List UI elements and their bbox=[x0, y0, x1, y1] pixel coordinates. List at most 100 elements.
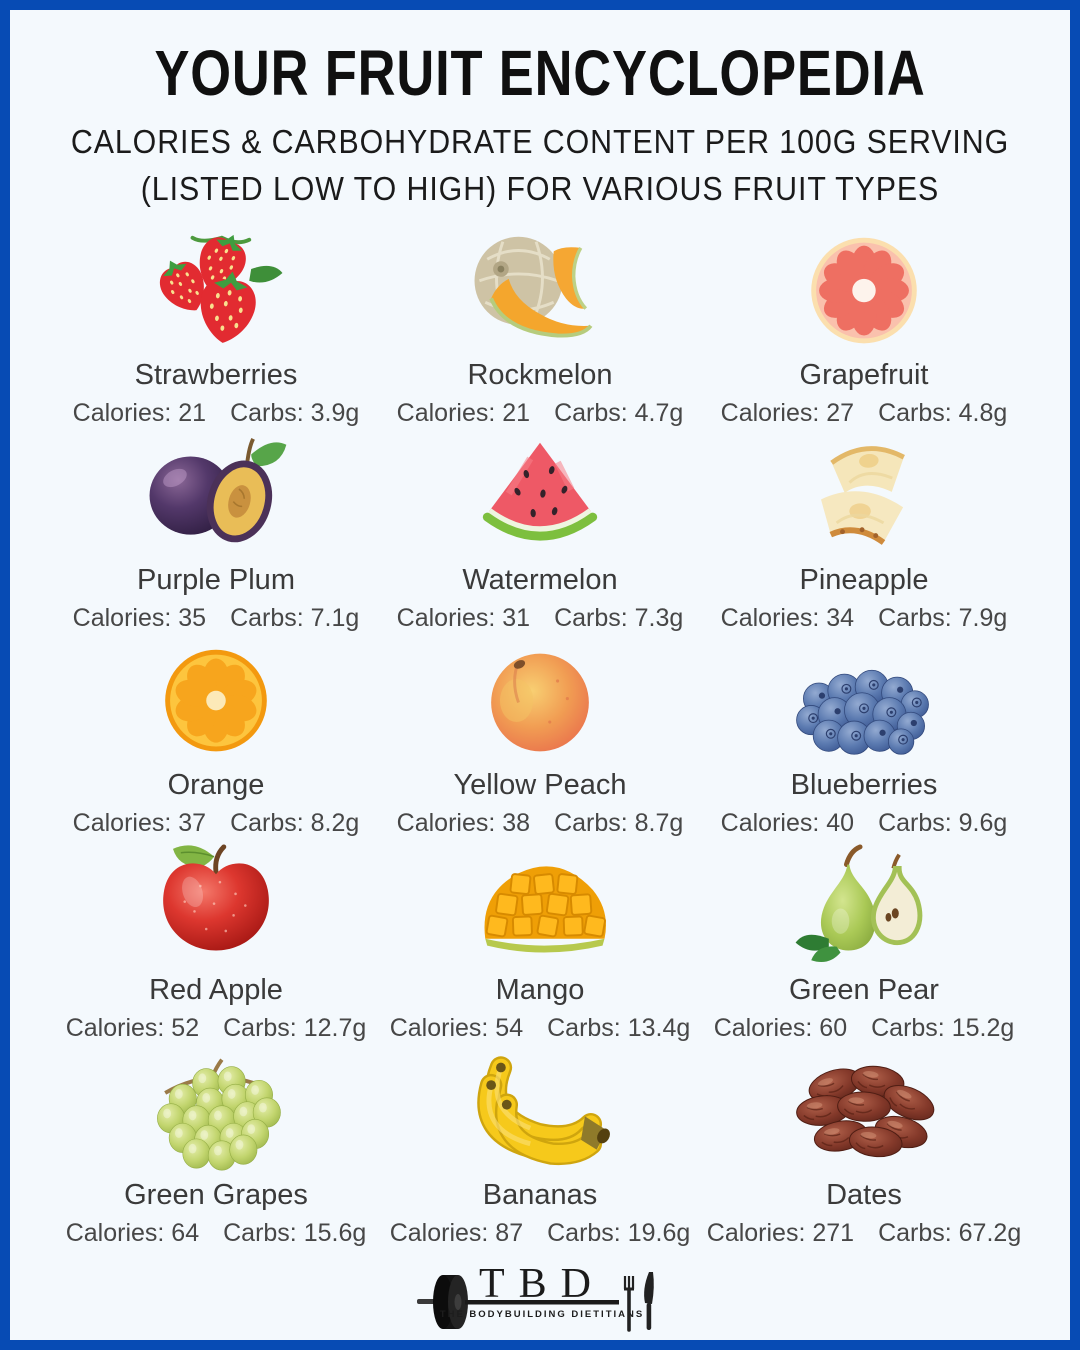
fork-icon bbox=[623, 1275, 635, 1332]
fruit-name: Green Grapes bbox=[124, 1178, 308, 1211]
fruit-name: Rockmelon bbox=[467, 358, 613, 391]
fruit-calories: Calories: 60 bbox=[713, 1013, 848, 1042]
blueberries-icon bbox=[784, 637, 944, 768]
fruit-card: Green Grapes Calories: 64 Carbs: 15.6g bbox=[54, 1047, 378, 1252]
fruit-carbs: Carbs: 4.8g bbox=[878, 398, 1008, 427]
bananas-icon bbox=[460, 1047, 620, 1178]
fruit-calories: Calories: 64 bbox=[65, 1218, 200, 1247]
fruit-calories: Calories: 54 bbox=[389, 1013, 524, 1042]
fruit-caption: Dates Calories: 271 Carbs: 67.2g bbox=[707, 1178, 1021, 1248]
fruit-carbs: Carbs: 13.4g bbox=[547, 1013, 691, 1042]
subtitle-line-1: CALORIES & CARBOHYDRATE CONTENT PER 100G… bbox=[70, 123, 1010, 161]
fruit-name: Pineapple bbox=[799, 563, 929, 596]
fruit-stats: Calories: 21 Carbs: 4.7g bbox=[397, 399, 684, 428]
orange-icon bbox=[136, 637, 296, 768]
fruit-stats: Calories: 52 Carbs: 12.7g bbox=[66, 1014, 367, 1043]
pineapple-icon bbox=[784, 432, 944, 563]
strawberries-icon bbox=[136, 227, 296, 358]
fruit-caption: Yellow Peach Calories: 38 Carbs: 8.7g bbox=[397, 768, 684, 838]
fruit-caption: Purple Plum Calories: 35 Carbs: 7.1g bbox=[73, 563, 360, 633]
logo-subtext: THE BODYBUILDING DIETITIANS bbox=[440, 1309, 644, 1320]
fruit-carbs: Carbs: 8.2g bbox=[230, 808, 360, 837]
poster-header: YOUR FRUIT ENCYCLOPEDIA CALORIES & CARBO… bbox=[10, 10, 1070, 213]
fruit-caption: Blueberries Calories: 40 Carbs: 9.6g bbox=[721, 768, 1008, 838]
fruit-card: Strawberries Calories: 21 Carbs: 3.9g bbox=[54, 227, 378, 432]
fruit-calories: Calories: 31 bbox=[396, 603, 531, 632]
fruit-name: Strawberries bbox=[134, 358, 298, 391]
fruit-calories: Calories: 87 bbox=[389, 1218, 524, 1247]
fruit-stats: Calories: 87 Carbs: 19.6g bbox=[390, 1219, 691, 1248]
fruit-caption: Green Grapes Calories: 64 Carbs: 15.6g bbox=[66, 1178, 367, 1248]
fruit-caption: Orange Calories: 37 Carbs: 8.2g bbox=[73, 768, 360, 838]
fruit-stats: Calories: 34 Carbs: 7.9g bbox=[721, 604, 1008, 633]
fruit-card: Green Pear Calories: 60 Carbs: 15.2g bbox=[702, 842, 1026, 1047]
subtitle-line-2: (LISTED LOW TO HIGH) FOR VARIOUS FRUIT T… bbox=[140, 170, 940, 208]
fruit-calories: Calories: 34 bbox=[720, 603, 855, 632]
fruit-stats: Calories: 37 Carbs: 8.2g bbox=[73, 809, 360, 838]
fruit-stats: Calories: 271 Carbs: 67.2g bbox=[707, 1219, 1021, 1248]
fruit-calories: Calories: 37 bbox=[72, 808, 207, 837]
brand-logo: TBD THE BODYBUILDING DIETITIANS bbox=[417, 1261, 654, 1332]
page-title: YOUR FRUIT ENCYCLOPEDIA bbox=[154, 37, 926, 109]
fruit-name: Mango bbox=[495, 973, 585, 1006]
fruit-carbs: Carbs: 67.2g bbox=[878, 1218, 1022, 1247]
red-apple-icon bbox=[136, 842, 296, 973]
fruit-caption: Mango Calories: 54 Carbs: 13.4g bbox=[390, 973, 691, 1043]
yellow-peach-icon bbox=[460, 637, 620, 768]
fruit-carbs: Carbs: 8.7g bbox=[554, 808, 684, 837]
fruit-calories: Calories: 27 bbox=[720, 398, 855, 427]
fruit-stats: Calories: 35 Carbs: 7.1g bbox=[73, 604, 360, 633]
fruit-caption: Green Pear Calories: 60 Carbs: 15.2g bbox=[714, 973, 1015, 1043]
fruit-card: Orange Calories: 37 Carbs: 8.2g bbox=[54, 637, 378, 842]
mango-icon bbox=[460, 842, 620, 973]
fruit-carbs: Carbs: 4.7g bbox=[554, 398, 684, 427]
logo-text: TBD bbox=[479, 1261, 605, 1307]
barbell-icon bbox=[417, 1274, 619, 1329]
page-subtitle: CALORIES & CARBOHYDRATE CONTENT PER 100G… bbox=[52, 119, 1027, 213]
fruit-card: Watermelon Calories: 31 Carbs: 7.3g bbox=[378, 432, 702, 637]
fruit-grid: Strawberries Calories: 21 Carbs: 3.9g Ro… bbox=[10, 213, 1070, 1252]
fruit-name: Dates bbox=[826, 1178, 902, 1211]
fruit-name: Grapefruit bbox=[799, 358, 929, 391]
fruit-carbs: Carbs: 15.6g bbox=[223, 1218, 367, 1247]
fruit-name: Purple Plum bbox=[137, 563, 295, 596]
fruit-name: Red Apple bbox=[149, 973, 283, 1006]
fruit-calories: Calories: 35 bbox=[72, 603, 207, 632]
grapefruit-icon bbox=[784, 227, 944, 358]
fruit-caption: Red Apple Calories: 52 Carbs: 12.7g bbox=[66, 973, 367, 1043]
fruit-carbs: Carbs: 19.6g bbox=[547, 1218, 691, 1247]
fruit-caption: Grapefruit Calories: 27 Carbs: 4.8g bbox=[721, 358, 1008, 428]
fruit-card: Dates Calories: 271 Carbs: 67.2g bbox=[702, 1047, 1026, 1252]
fruit-carbs: Carbs: 7.1g bbox=[230, 603, 360, 632]
dates-icon bbox=[784, 1047, 944, 1178]
fruit-stats: Calories: 21 Carbs: 3.9g bbox=[73, 399, 360, 428]
fruit-stats: Calories: 64 Carbs: 15.6g bbox=[66, 1219, 367, 1248]
fruit-stats: Calories: 31 Carbs: 7.3g bbox=[397, 604, 684, 633]
fruit-card: Purple Plum Calories: 35 Carbs: 7.1g bbox=[54, 432, 378, 637]
fruit-card: Grapefruit Calories: 27 Carbs: 4.8g bbox=[702, 227, 1026, 432]
fruit-stats: Calories: 38 Carbs: 8.7g bbox=[397, 809, 684, 838]
purple-plum-icon bbox=[136, 432, 296, 563]
fruit-caption: Rockmelon Calories: 21 Carbs: 4.7g bbox=[397, 358, 684, 428]
fruit-card: Mango Calories: 54 Carbs: 13.4g bbox=[378, 842, 702, 1047]
fruit-stats: Calories: 27 Carbs: 4.8g bbox=[721, 399, 1008, 428]
fruit-name: Yellow Peach bbox=[453, 768, 627, 801]
fruit-stats: Calories: 60 Carbs: 15.2g bbox=[714, 1014, 1015, 1043]
fruit-calories: Calories: 40 bbox=[720, 808, 855, 837]
knife-icon bbox=[644, 1271, 654, 1330]
fruit-card: Red Apple Calories: 52 Carbs: 12.7g bbox=[54, 842, 378, 1047]
fruit-calories: Calories: 21 bbox=[72, 398, 207, 427]
rockmelon-icon bbox=[460, 227, 620, 358]
fruit-caption: Pineapple Calories: 34 Carbs: 7.9g bbox=[721, 563, 1008, 633]
green-grapes-icon bbox=[136, 1047, 296, 1178]
fruit-calories: Calories: 52 bbox=[65, 1013, 200, 1042]
fruit-carbs: Carbs: 7.9g bbox=[878, 603, 1008, 632]
fruit-carbs: Carbs: 12.7g bbox=[223, 1013, 367, 1042]
fruit-caption: Strawberries Calories: 21 Carbs: 3.9g bbox=[73, 358, 360, 428]
fruit-stats: Calories: 54 Carbs: 13.4g bbox=[390, 1014, 691, 1043]
fruit-name: Orange bbox=[167, 768, 265, 801]
fruit-card: Bananas Calories: 87 Carbs: 19.6g bbox=[378, 1047, 702, 1252]
poster-footer: TBD THE BODYBUILDING DIETITIANS bbox=[10, 1256, 1070, 1334]
watermelon-icon bbox=[460, 432, 620, 563]
